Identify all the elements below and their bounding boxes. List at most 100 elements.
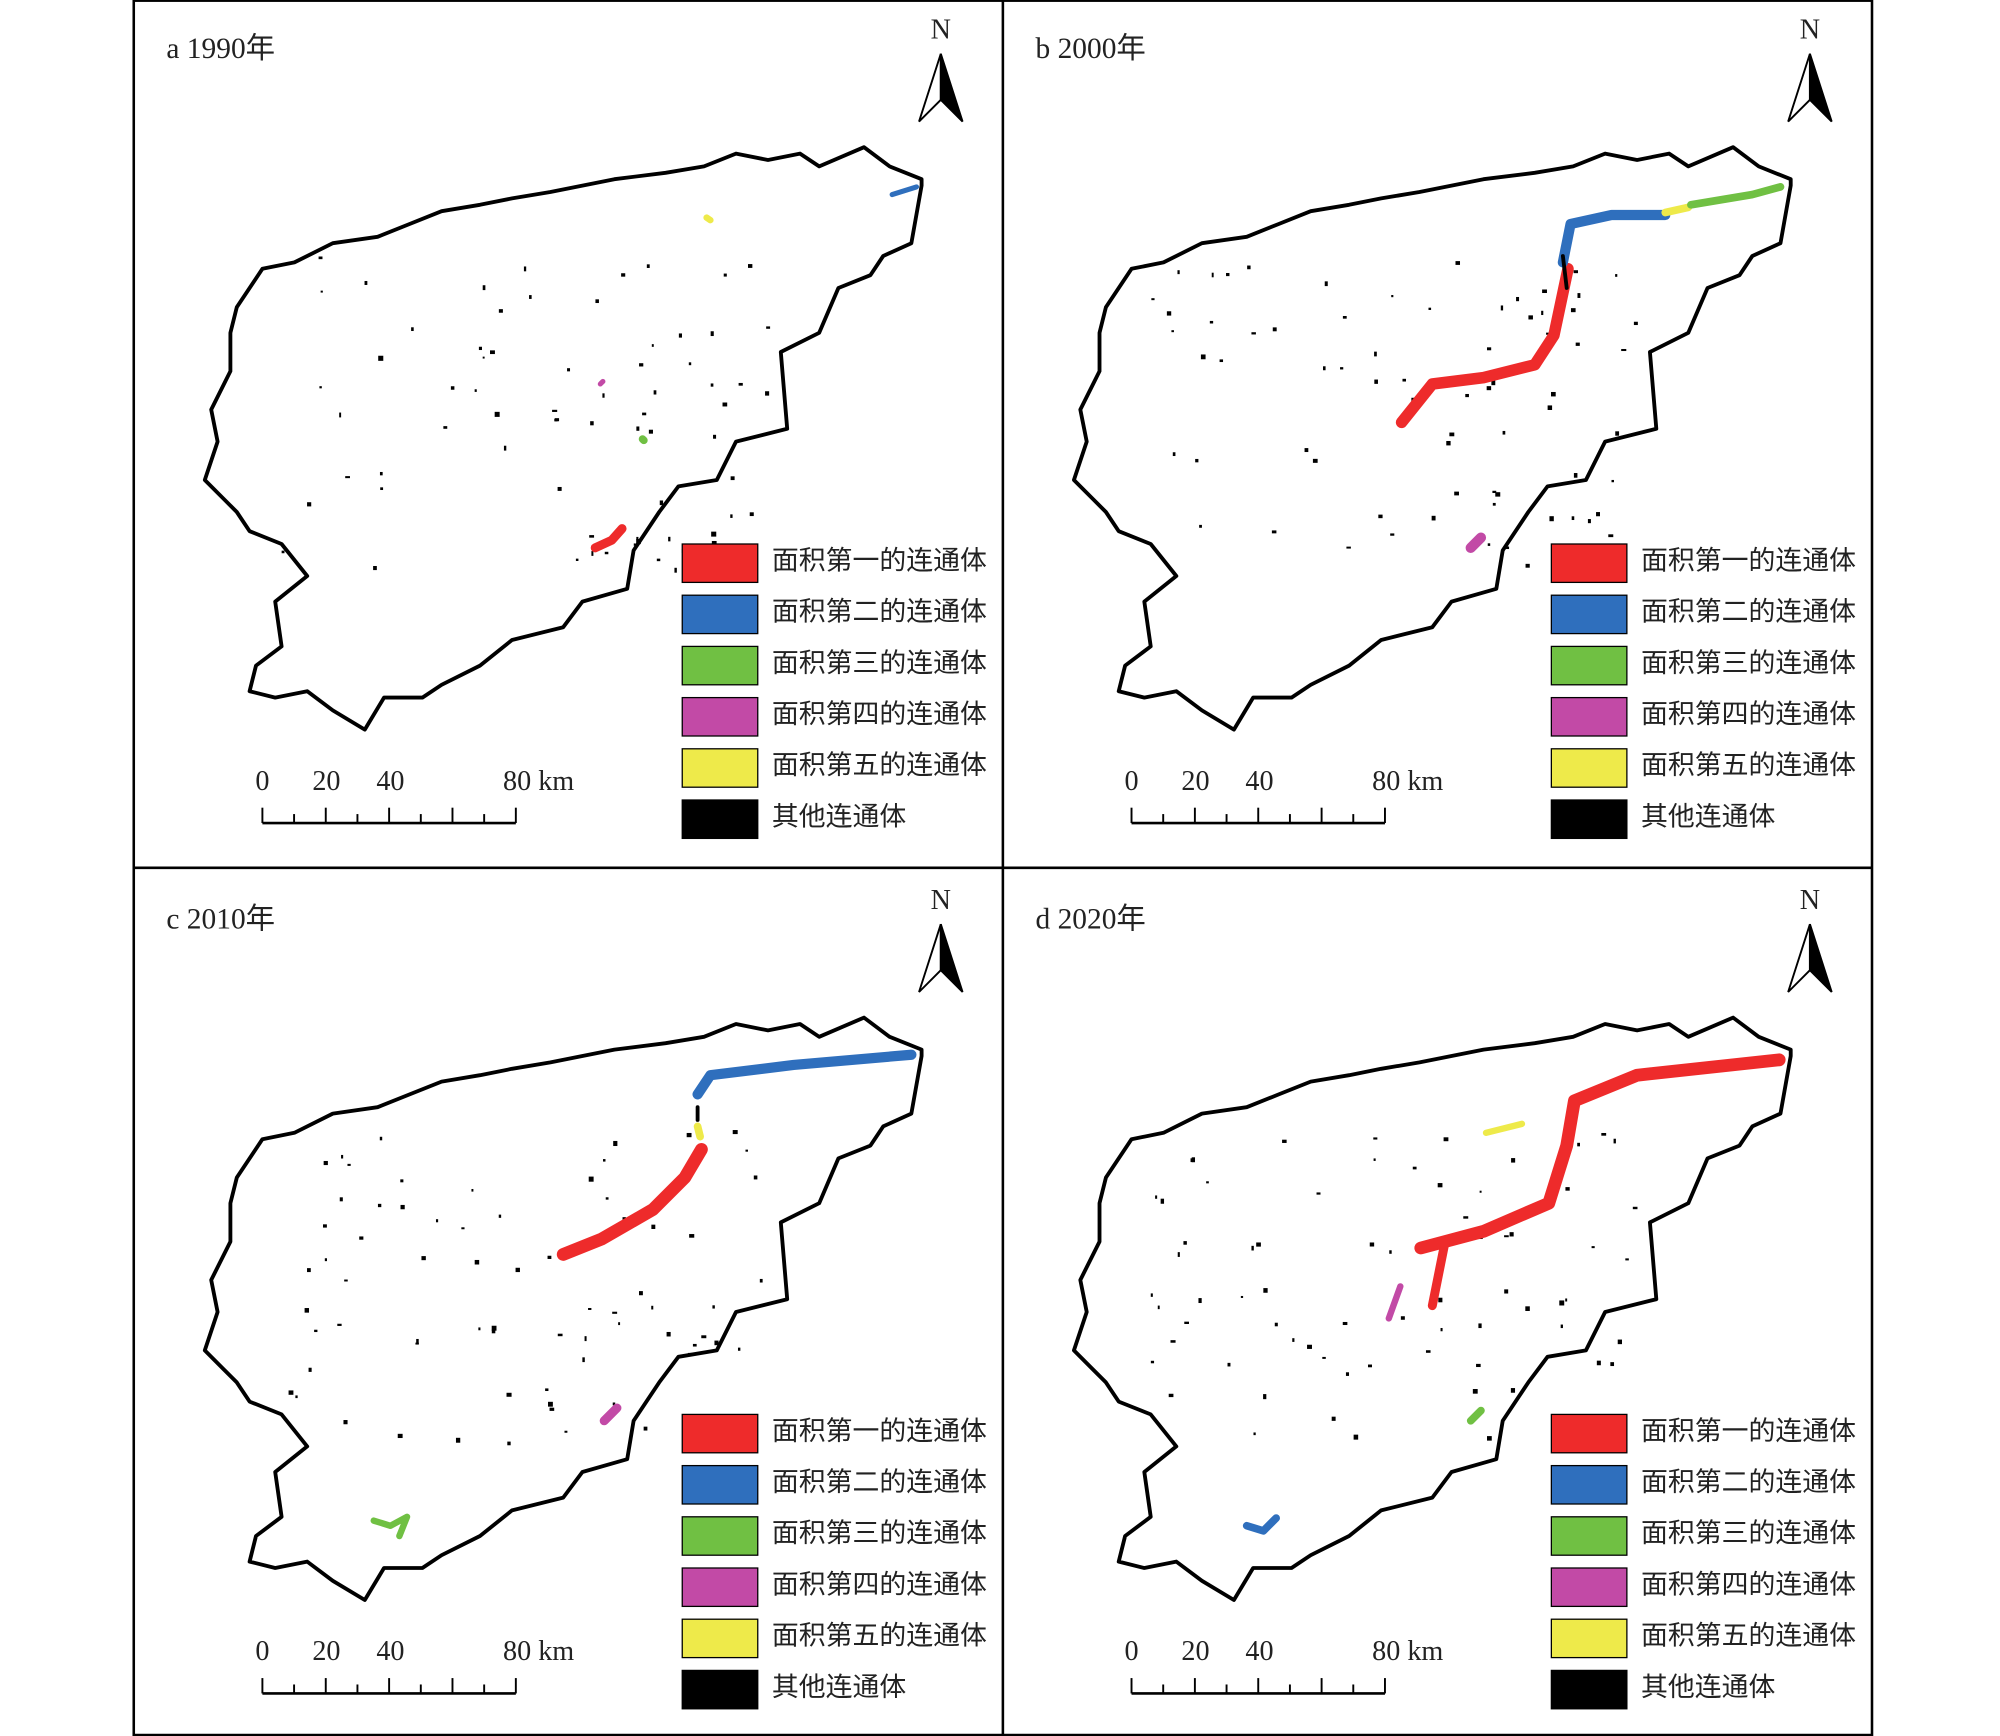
map-panel: c 2010年 N 面积第一的连通体面积第二的连通体面积第三的连通体面积第四的连通体… [166, 885, 987, 1710]
small-water-body [1559, 1300, 1565, 1306]
legend-label: 其他连通体 [1641, 801, 1776, 831]
small-water-body [547, 1255, 552, 1259]
small-water-body [753, 1175, 758, 1180]
small-water-body [748, 264, 753, 268]
small-water-body [1479, 1190, 1482, 1193]
small-water-body [1504, 1289, 1509, 1294]
small-water-body [636, 539, 641, 545]
small-water-body [1316, 1192, 1321, 1195]
small-water-body [1573, 473, 1578, 478]
legend-label: 面积第二的连通体 [772, 1467, 987, 1497]
small-water-body [1247, 265, 1251, 270]
connected-water-body [1385, 1283, 1404, 1322]
small-water-body [1177, 1252, 1180, 1257]
small-water-body [1274, 1322, 1278, 1327]
small-water-body [380, 487, 384, 491]
small-water-body [1157, 1305, 1160, 1310]
small-water-body [564, 1430, 568, 1433]
legend-swatch [681, 799, 759, 840]
small-water-body [1369, 1242, 1375, 1247]
small-water-body [1525, 563, 1530, 568]
small-water-body [1171, 330, 1174, 333]
small-water-body [554, 418, 560, 422]
small-water-body [482, 285, 486, 291]
north-label: N [931, 885, 951, 916]
small-water-body [765, 391, 770, 396]
small-water-body [1431, 515, 1436, 521]
small-water-body [651, 344, 654, 347]
small-water-body [651, 1305, 654, 1310]
small-water-body [545, 1388, 549, 1392]
small-water-body [633, 543, 636, 546]
small-water-body [1613, 1138, 1616, 1144]
scale-label: 20 [312, 766, 340, 797]
small-water-body [1542, 289, 1547, 294]
small-water-body [1211, 272, 1214, 278]
small-water-body [1591, 1246, 1595, 1249]
small-water-body [1577, 293, 1581, 298]
connected-water-body [556, 1143, 708, 1261]
small-water-body [1195, 458, 1199, 463]
legend-swatch [1550, 594, 1628, 635]
legend-swatch [1550, 1669, 1628, 1710]
small-water-body [1292, 1338, 1295, 1342]
scale-label: 80 km [503, 766, 574, 797]
legend-swatch [681, 645, 759, 686]
small-water-body [648, 429, 653, 434]
small-water-body [730, 514, 733, 518]
connected-water-body [590, 524, 627, 553]
small-water-body [364, 280, 368, 285]
small-water-body [1160, 1198, 1165, 1204]
small-water-body [552, 409, 558, 412]
small-water-body [738, 382, 743, 386]
connected-water-body [1427, 1237, 1450, 1311]
small-water-body [1596, 1360, 1601, 1366]
legend-label: 其他连通体 [1641, 1672, 1776, 1702]
small-water-body [1345, 1372, 1350, 1376]
small-water-body [602, 393, 605, 398]
scale-label: 40 [376, 766, 404, 797]
small-water-body [377, 1203, 382, 1208]
small-water-body [656, 558, 661, 562]
scale-label: 0 [1124, 766, 1138, 797]
small-water-body [411, 327, 414, 332]
small-water-body [308, 1367, 312, 1372]
legend-label: 其他连通体 [772, 1672, 907, 1702]
small-water-body [1573, 270, 1579, 274]
small-water-body [1596, 512, 1601, 517]
scale-label: 80 km [1372, 766, 1443, 797]
small-water-body [1454, 491, 1459, 496]
legend-label: 面积第三的连通体 [1641, 1518, 1856, 1548]
small-water-body [378, 355, 384, 361]
small-water-body [1391, 295, 1394, 298]
connected-water-body [1395, 263, 1574, 429]
small-water-body [1323, 366, 1326, 371]
legend-swatch [681, 748, 759, 788]
small-water-body [659, 500, 664, 506]
legend-swatch [1550, 1516, 1628, 1556]
small-water-body [612, 1402, 616, 1406]
legend-label: 面积第五的连通体 [772, 750, 987, 780]
small-water-body [710, 331, 714, 337]
small-water-body [397, 1433, 403, 1439]
small-water-body [324, 1258, 327, 1262]
small-water-body [347, 1163, 351, 1166]
small-water-body [506, 1392, 512, 1397]
small-water-body [1200, 354, 1206, 360]
small-water-body [1324, 281, 1328, 287]
small-water-body [1443, 1137, 1449, 1142]
legend-swatch [681, 1567, 759, 1608]
north-label: N [1800, 885, 1820, 916]
small-water-body [1251, 332, 1256, 335]
legend-swatch [681, 1413, 759, 1454]
small-water-body [345, 476, 350, 479]
small-water-body [1209, 320, 1214, 324]
small-water-body [1312, 458, 1318, 463]
small-water-body [668, 536, 671, 542]
small-water-body [1615, 274, 1618, 277]
small-water-body [588, 1307, 592, 1310]
small-water-body [490, 350, 495, 355]
small-water-body [1565, 1298, 1568, 1302]
connected-water-body [370, 1513, 411, 1540]
north-label: N [1800, 14, 1820, 45]
